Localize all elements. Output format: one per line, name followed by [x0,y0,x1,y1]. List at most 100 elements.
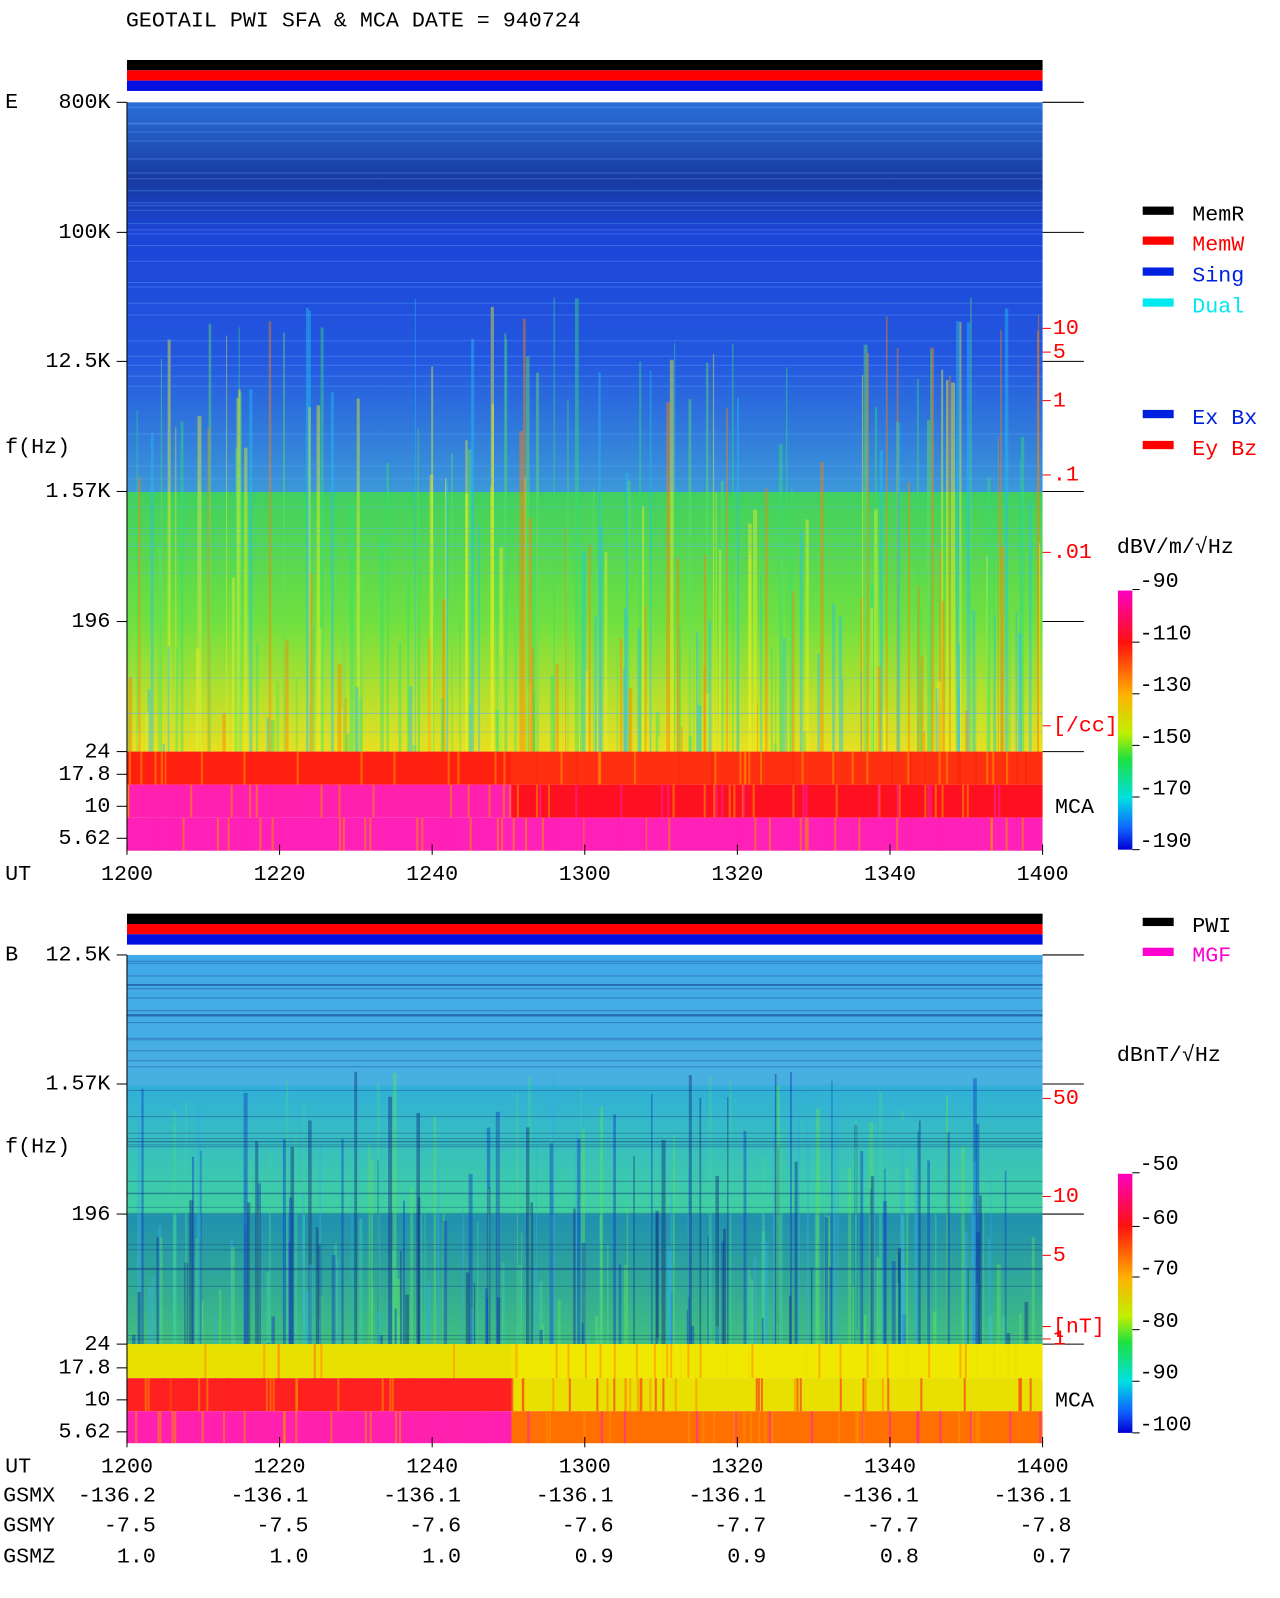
spectrum-streak [575,1130,578,1345]
spectrum-streak [147,1285,152,1345]
mca-streak [725,1344,728,1379]
spectrum-streak [670,1293,673,1345]
spectrum-streak [167,646,170,752]
spectrum-streak [990,1170,992,1345]
spectrum-streak [315,1227,319,1345]
mca-streak [687,1411,690,1444]
mca-streak [313,1378,316,1412]
spectrum-streak [189,1200,194,1345]
mca-streak [382,1378,386,1412]
spectrum-streak [710,716,712,752]
mca-band [511,1344,1043,1379]
mca-streak [369,817,372,851]
spectrum-streak [302,1193,305,1345]
spectrum-streak [641,506,645,752]
mca-streak [757,1411,761,1444]
spectrum-streak [917,585,921,752]
spectrum-streak [677,626,682,752]
spectrum-streak [1015,611,1018,752]
mca-streak [1039,1411,1042,1444]
spectrum-streak [530,1202,534,1345]
spectrum-streak [945,379,949,752]
spectrum-streak [528,518,533,752]
spectrum-streak [132,1334,136,1345]
mca-streak [832,751,835,785]
mca-streak [372,784,375,818]
spectrum-line [126,1014,1043,1016]
mca-streak [929,784,932,818]
spectrum-streak [941,369,944,752]
right-scale-label: [nT] [1053,1314,1105,1339]
spectrum-streak [150,432,154,752]
mca-streak [162,1378,165,1412]
mca-streak [934,784,937,818]
mca-streak [975,751,978,785]
spectrum-streak [518,1265,522,1345]
spectrum-line [126,1015,1043,1017]
spectrum-streak [997,436,999,752]
spectrum-streak [488,1188,490,1345]
spectrum-streak [669,359,674,752]
orbit-value: -136.1 [536,1484,614,1509]
spectrum-streak [162,743,165,752]
mca-streak [907,817,910,851]
spectrum-streak [994,615,996,752]
spectrum-line [126,1268,1043,1270]
spectrum-streak [501,1262,505,1345]
spectrum-line [126,190,1043,192]
spectrum-streak [785,367,788,752]
spectrum-streak [799,531,803,752]
spectrum-streak [841,679,844,752]
mca-streak [263,1378,266,1412]
legend-label: Ex Bx [1192,406,1257,431]
mca-streak [976,1344,979,1379]
spectrum-streak [318,1296,323,1345]
mca-streak [223,1411,226,1444]
axis-label: UT [5,1455,31,1480]
mca-streak [633,751,636,785]
spectrum-line [126,122,1043,124]
spectrum-streak [244,447,248,752]
mca-streak [907,751,910,785]
spectrum-streak [305,307,309,752]
spectrum-streak [698,631,703,752]
spectrum-streak [340,709,344,752]
spectrum-streak [513,603,518,752]
spectrum-streak [667,1252,672,1345]
mca-streak [956,751,959,785]
spectrum-streak [535,372,540,752]
spectrum-streak [126,715,129,752]
spectrum-streak [531,647,535,752]
spectrum-streak [582,550,586,752]
mca-streak [896,817,899,851]
mca-streak [624,1378,627,1412]
spectrum-streak [553,297,555,752]
spectrum-streak [581,1322,585,1345]
spectrum-streak [158,1225,162,1345]
mca-streak [471,1411,474,1444]
mca-streak [269,751,272,785]
spectrum-streak [794,1161,798,1345]
spectrum-streak [837,1073,839,1345]
spectrum-streak [936,681,942,752]
mca-streak [1007,1344,1010,1379]
spectrum-streak [688,735,693,752]
spectrum-streak [917,1131,920,1345]
orbit-value: -7.7 [867,1514,919,1539]
mca-streak [177,817,180,851]
x-tick-label: 1320 [711,1455,763,1480]
spectrum-streak [986,556,990,752]
spectrum-line [126,202,1043,204]
spectrum-streak [708,1076,712,1345]
mca-streak [649,1378,652,1412]
mca-streak [703,784,706,818]
mca-streak [695,1378,698,1412]
legend-label: MGF [1192,944,1231,969]
spectrum-streak [891,1261,896,1345]
spectrum-streak [1038,543,1041,752]
spectrum-streak [789,545,792,752]
spectrum-streak [722,1228,727,1345]
spectrum-line [126,1014,1043,1016]
spectrum-streak [961,1146,965,1345]
spectrum-streak [417,1197,421,1345]
